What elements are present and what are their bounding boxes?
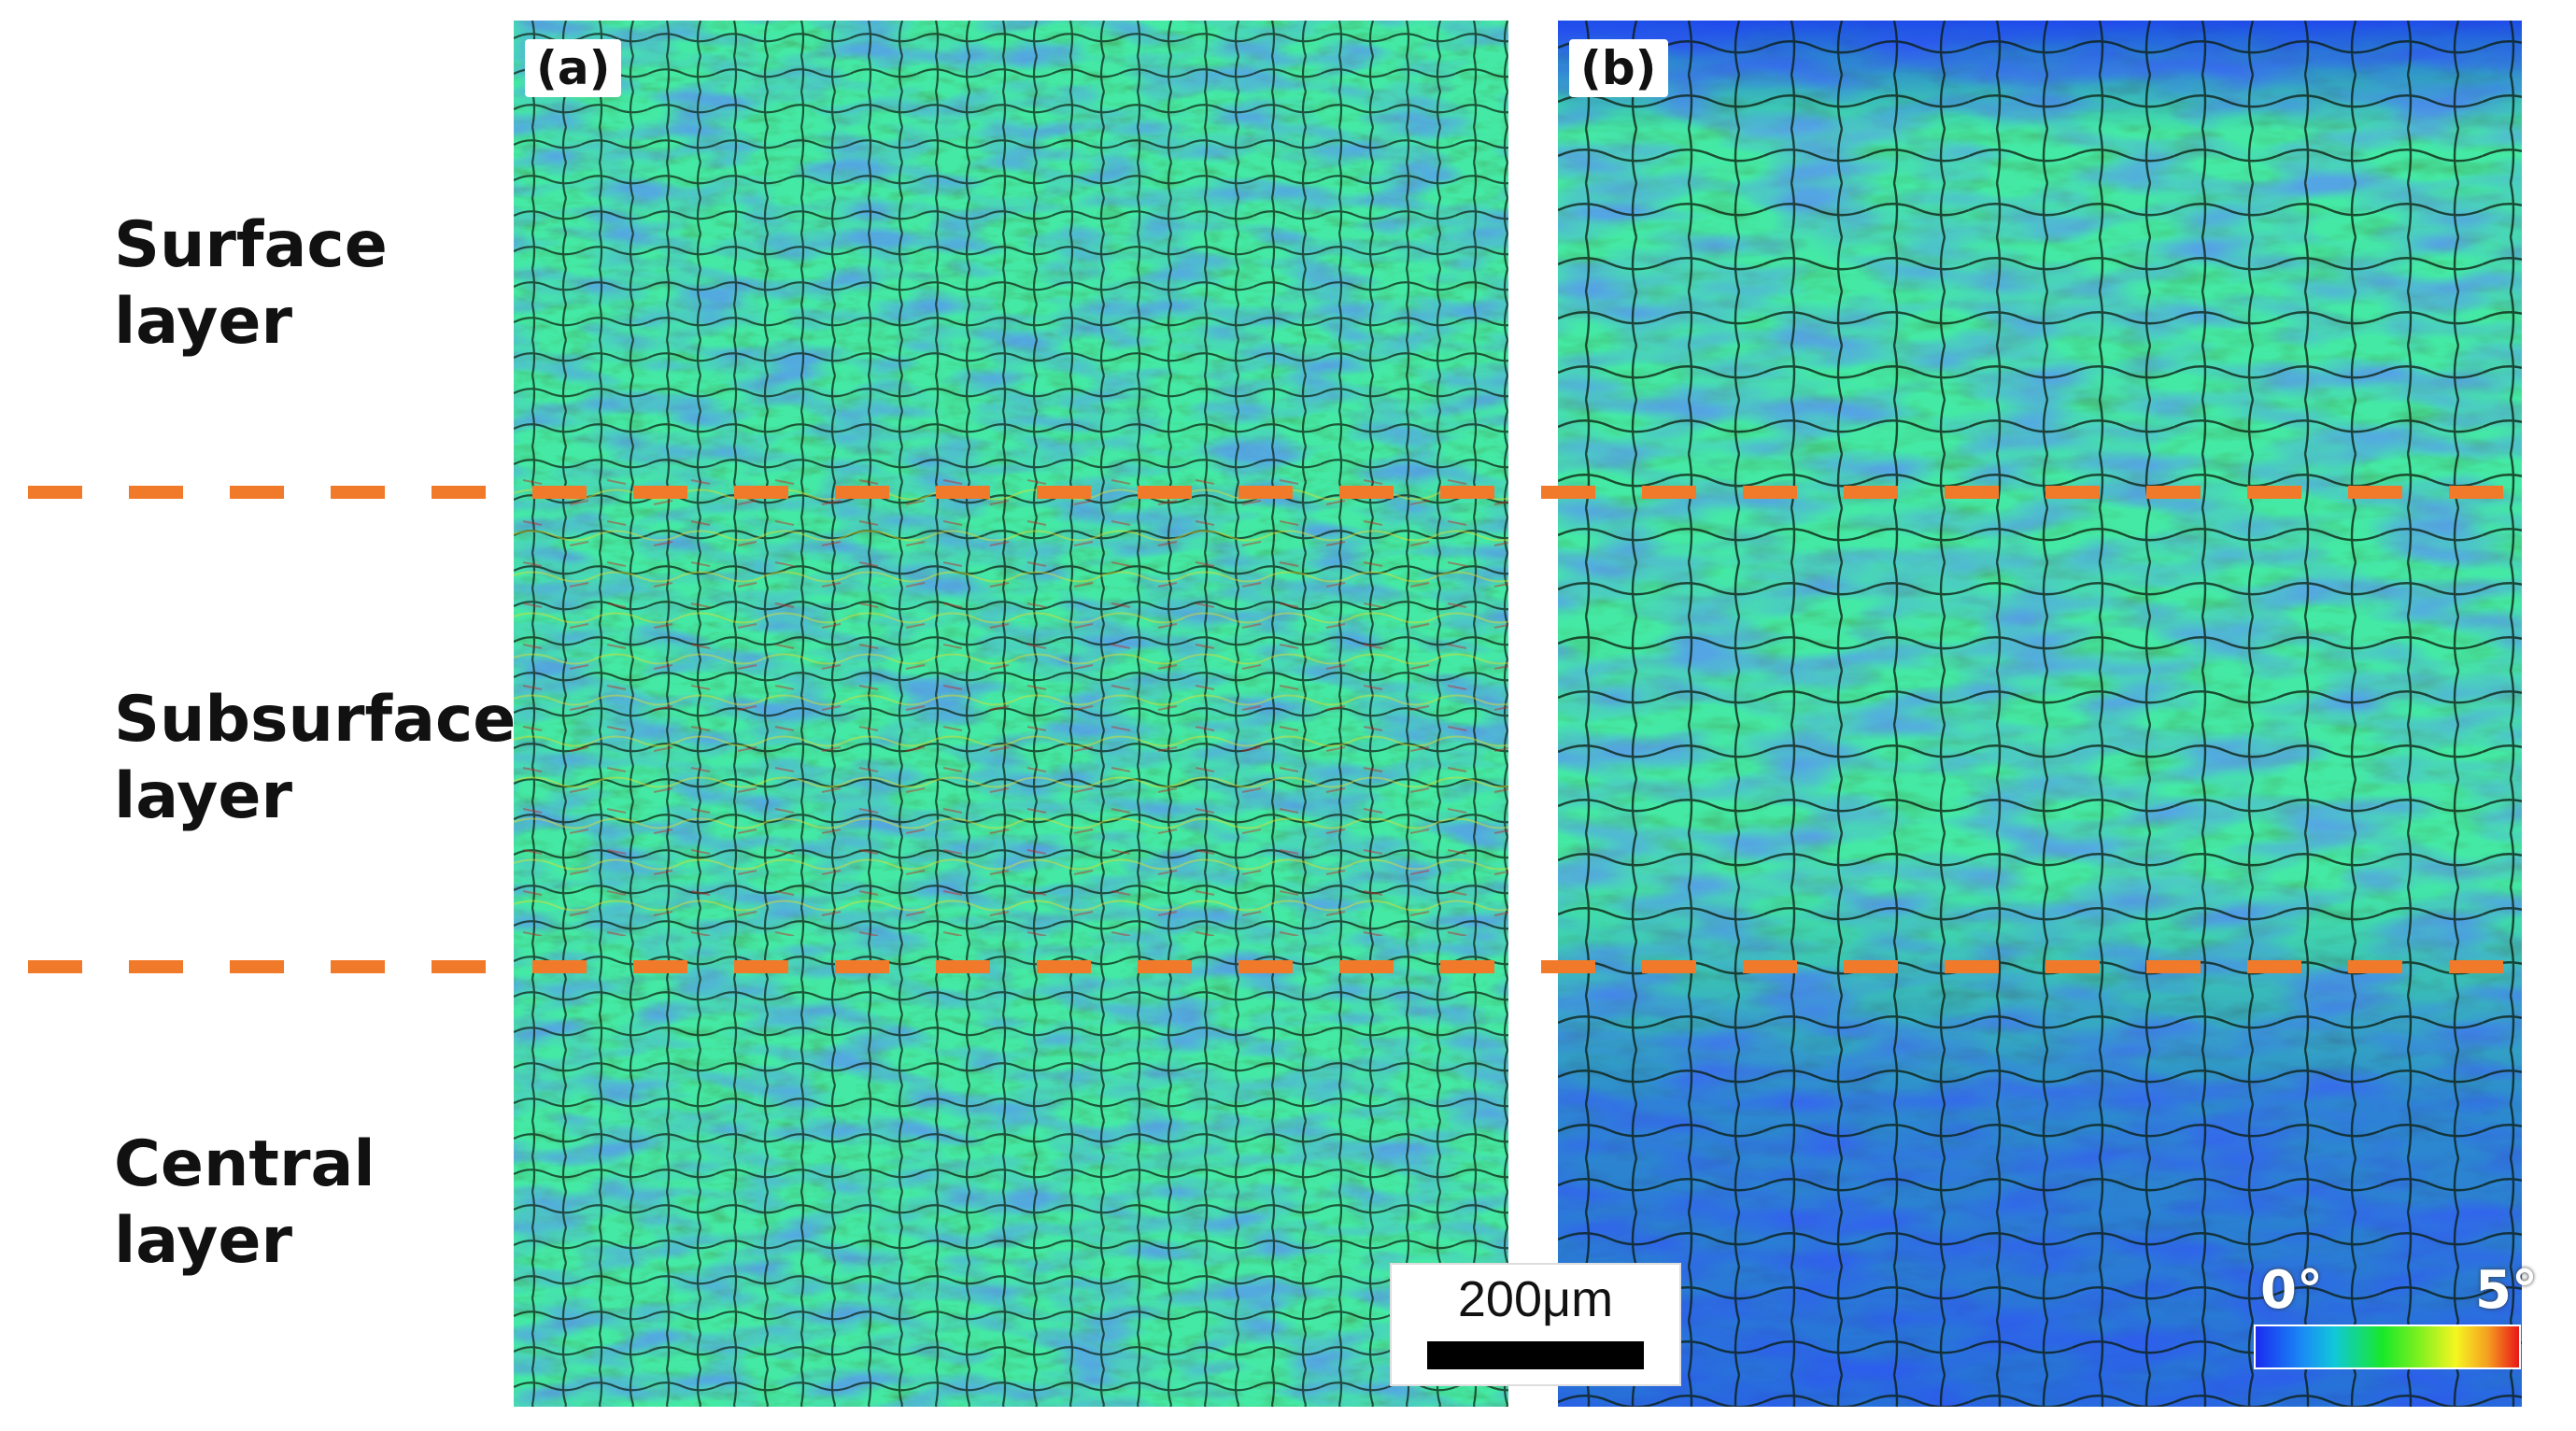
central-layer-label-line1: Central <box>114 1127 375 1201</box>
micrograph-panel-a: (a) <box>514 21 1508 1407</box>
surface-subsurface-boundary-line <box>28 486 2531 499</box>
central-layer-label: Central layer <box>114 1126 375 1280</box>
scale-bar: 200μm <box>1390 1263 1681 1386</box>
kam-map-b <box>1558 21 2522 1407</box>
scale-bar-label: 200μm <box>1457 1271 1614 1327</box>
scale-bar-line <box>1427 1341 1644 1369</box>
surface-layer-label-line2: layer <box>114 285 293 359</box>
panel-a-tag: (a) <box>525 39 622 97</box>
kam-map-a <box>514 21 1508 1407</box>
panel-b-tag: (b) <box>1569 39 1668 97</box>
micrograph-panel-b: (b) <box>1558 21 2522 1407</box>
surface-layer-label: Surface layer <box>114 207 388 361</box>
color-key-min-label: 0° <box>2260 1260 2323 1321</box>
subsurface-central-boundary-line <box>28 960 2531 973</box>
subsurface-layer-label: Subsurface layer <box>114 682 516 835</box>
subsurface-layer-label-line1: Subsurface <box>114 683 517 757</box>
color-key-bar <box>2254 1325 2521 1369</box>
central-layer-label-line2: layer <box>114 1204 293 1278</box>
surface-layer-label-line1: Surface <box>114 208 388 282</box>
color-key-max-label: 5° <box>2475 1260 2538 1321</box>
subsurface-layer-label-line2: layer <box>114 759 293 833</box>
